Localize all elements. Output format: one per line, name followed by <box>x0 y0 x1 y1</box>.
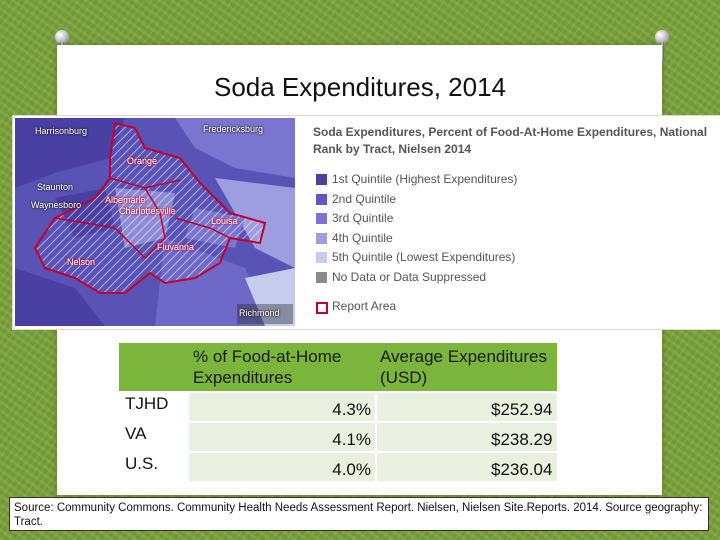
legend-title: Soda Expenditures, Percent of Food-At-Ho… <box>313 125 708 156</box>
map-label-richmond: Richmond <box>239 308 280 318</box>
legend-item-q3: 3rd Quintile <box>313 211 719 231</box>
row-name: TJHD <box>119 393 193 421</box>
map-panel: Harrisonburg Fredericksburg Orange Staun… <box>12 115 720 330</box>
table-row: TJHD 4.3% $252.94 <box>119 393 557 421</box>
title-main: Soda Expenditures, <box>213 72 441 102</box>
map-label-charlottesville: Charlottesville <box>119 206 176 216</box>
choropleth-map[interactable]: Harrisonburg Fredericksburg Orange Staun… <box>15 118 295 326</box>
table-header: % of Food-at-Home Expenditures Average E… <box>119 343 557 391</box>
row-avg: $238.29 <box>491 430 553 449</box>
map-label-albemarle: Albemarle <box>105 195 146 205</box>
legend-label-q2: 2nd Quintile <box>332 191 397 206</box>
legend-swatch-q5 <box>316 252 327 263</box>
map-legend: Soda Expenditures, Percent of Food-At-Ho… <box>313 124 719 319</box>
map-label-nelson: Nelson <box>67 257 96 267</box>
legend-item-report-area: Report Area <box>313 299 719 319</box>
header-average-expenditures: Average Expenditures (USD) <box>380 347 547 387</box>
legend-swatch-q1 <box>316 174 327 185</box>
row-name: U.S. <box>119 453 193 481</box>
map-label-louisa: Louisa <box>211 216 238 226</box>
legend-label-report-area: Report Area <box>332 299 397 313</box>
legend-label-no-data: No Data or Data Suppressed <box>332 269 487 284</box>
legend-swatch-q4 <box>316 232 327 244</box>
row-name: VA <box>119 423 193 451</box>
legend-item-no-data: No Data or Data Suppressed <box>313 270 719 290</box>
row-pct: 4.3% <box>189 393 375 421</box>
row-avg-cell: $252.94 <box>377 393 557 421</box>
legend-swatch-q2 <box>316 193 327 205</box>
table-row: U.S. 4.0% $236.04 <box>119 453 557 481</box>
legend-swatch-q3 <box>316 213 327 224</box>
map-label-orange: Orange <box>127 156 158 166</box>
legend-swatch-report-area <box>316 302 328 314</box>
row-avg: $252.94 <box>491 400 553 419</box>
legend-label-q3: 3rd Quintile <box>332 211 394 225</box>
row-pct: 4.1% <box>189 423 375 451</box>
legend-item-q1: 1st Quintile (Highest Expenditures) <box>313 172 719 192</box>
header-pct-food-at-home: % of Food-at-Home Expenditures <box>193 347 342 387</box>
legend-label-q5: 5th Quintile (Lowest Expenditures) <box>332 250 516 264</box>
pushpin-right-icon <box>652 30 672 62</box>
table-row: VA 4.1% $238.29 <box>119 423 557 451</box>
legend-label-q4: 4th Quintile <box>332 230 393 245</box>
map-label-staunton: Staunton <box>37 182 74 192</box>
source-citation: Source: Community Commons. Community Hea… <box>9 497 709 531</box>
map-label-waynesboro: Waynesboro <box>31 200 82 210</box>
map-graphic <box>15 118 295 326</box>
map-label-harrisonburg: Harrisonburg <box>35 126 88 136</box>
row-avg-cell: $236.04 <box>377 453 557 481</box>
row-avg-cell: $238.29 <box>377 423 557 451</box>
legend-item-q5: 5th Quintile (Lowest Expenditures) <box>313 250 719 270</box>
row-pct: 4.0% <box>189 453 375 481</box>
legend-label-q1: 1st Quintile (Highest Expenditures) <box>332 172 518 186</box>
legend-swatch-no-data <box>316 271 327 283</box>
soda-expenditure-table: % of Food-at-Home Expenditures Average E… <box>119 343 557 481</box>
legend-item-q2: 2nd Quintile <box>313 192 719 212</box>
report-area-outline <box>33 121 267 294</box>
title-year: 2014 <box>448 72 506 102</box>
map-label-fredericksburg: Fredericksburg <box>203 124 264 134</box>
legend-item-q4: 4th Quintile <box>313 231 719 251</box>
slide-title: Soda Expenditures, 2014 <box>100 72 620 103</box>
map-label-fluvanna: Fluvanna <box>157 242 195 252</box>
row-avg: $236.04 <box>491 460 553 479</box>
